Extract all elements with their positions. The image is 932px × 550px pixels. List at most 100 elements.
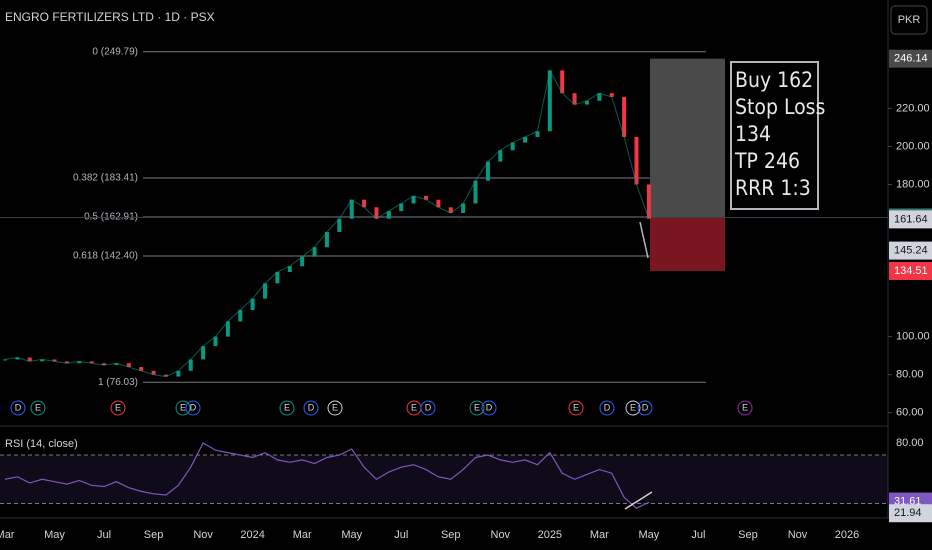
candle [275,271,280,284]
candle [139,367,144,371]
event-icon[interactable] [625,400,641,416]
x-tick-label: May [638,529,659,541]
stop-zone [650,217,725,271]
event-icon[interactable] [10,400,26,416]
drawing [624,491,653,510]
event-letter: E [411,402,417,412]
candle [609,93,614,97]
fib-label: 1 (76.03) [98,377,138,388]
candle [337,218,342,233]
x-tick-label: Mar [590,529,609,541]
event-icon[interactable] [737,400,753,416]
rsi-tick-label: 80.00 [896,437,924,449]
event-letter: E [35,402,41,412]
event-icon[interactable] [185,400,201,416]
x-tick-label: Nov [491,529,511,541]
price-badge [889,261,932,280]
candle [64,361,69,364]
candle [424,195,428,200]
note-line: RRR 1:3 [735,176,811,200]
x-tick-label: Sep [144,529,164,541]
candle [411,195,416,204]
candle [15,357,20,360]
rsi-line [4,442,650,510]
candle [646,184,651,219]
rsi-title: RSI (14, close) [5,438,78,450]
note-line: Stop Loss [735,95,825,119]
price-badge-label: 134.51 [894,265,928,277]
candle [40,359,45,362]
event-letter: D [425,402,432,412]
event-icon[interactable] [469,400,485,416]
price-badge-label: 161.64 [894,213,928,225]
event-letter: E [332,402,338,412]
x-tick-label: Jul [97,529,111,541]
candle [399,203,404,212]
event-icon[interactable] [30,400,46,416]
candle [386,211,391,219]
price-line [4,68,650,378]
event-icon[interactable] [568,400,584,416]
currency-button[interactable] [890,5,928,35]
candle [163,374,168,377]
candle [238,309,243,322]
event-icon[interactable] [599,400,615,416]
event-letter: E [474,402,480,412]
x-tick-label: 2024 [240,529,264,541]
chart-title: ENGRO FERTILIZERS LTD · 1D · PSX [5,10,215,24]
rsi-band [0,455,888,504]
event-icon[interactable] [637,400,653,416]
price-badge [889,210,932,229]
candle [287,266,292,272]
price-badge-label: 246.14 [894,53,928,65]
candle [151,370,156,375]
event-letter: D [15,402,22,412]
candle [312,247,317,257]
candle [510,142,515,151]
candle [263,283,268,299]
fib-label: 0 (249.79) [92,46,138,57]
x-tick-label: Sep [738,529,758,541]
x-tick-label: May [44,529,65,541]
currency[interactable]: PKR [898,14,921,26]
candle [188,359,193,371]
event-icon[interactable] [175,400,191,416]
y-tick-label: 180.00 [896,178,930,190]
candle [498,150,503,162]
candle [3,359,7,361]
candle [126,363,131,368]
price-badge [889,49,932,68]
candle [622,96,627,137]
candle [300,256,305,267]
x-tick-label: Jul [394,529,408,541]
event-icon[interactable] [420,400,436,416]
candle [584,100,589,105]
candle [597,93,602,101]
candle [77,361,82,364]
y-tick-label: 220.00 [896,102,930,114]
event-icon[interactable] [279,400,295,416]
event-letter: D [486,402,493,412]
candle [213,336,218,347]
note-box [730,61,819,210]
x-tick-label: Mar [293,529,312,541]
candle [547,70,552,132]
candle [523,136,528,143]
fib-label: 0.618 (142.40) [73,251,138,262]
event-icon[interactable] [327,400,343,416]
event-icon[interactable] [481,400,497,416]
event-icon[interactable] [303,400,319,416]
candle [176,370,181,377]
candle [52,359,57,362]
candle [448,207,453,213]
note: Buy 162 Stop Loss 134 TP 246 RRR 1:3 [730,61,825,210]
candle [560,70,565,94]
y-tick-label: 200.00 [896,140,930,152]
x-tick-label: Jul [691,529,705,541]
price-badge-label: 145.24 [894,244,928,256]
event-icon[interactable] [110,400,126,416]
candle [535,131,540,137]
candle [225,321,230,337]
candle [201,346,206,360]
